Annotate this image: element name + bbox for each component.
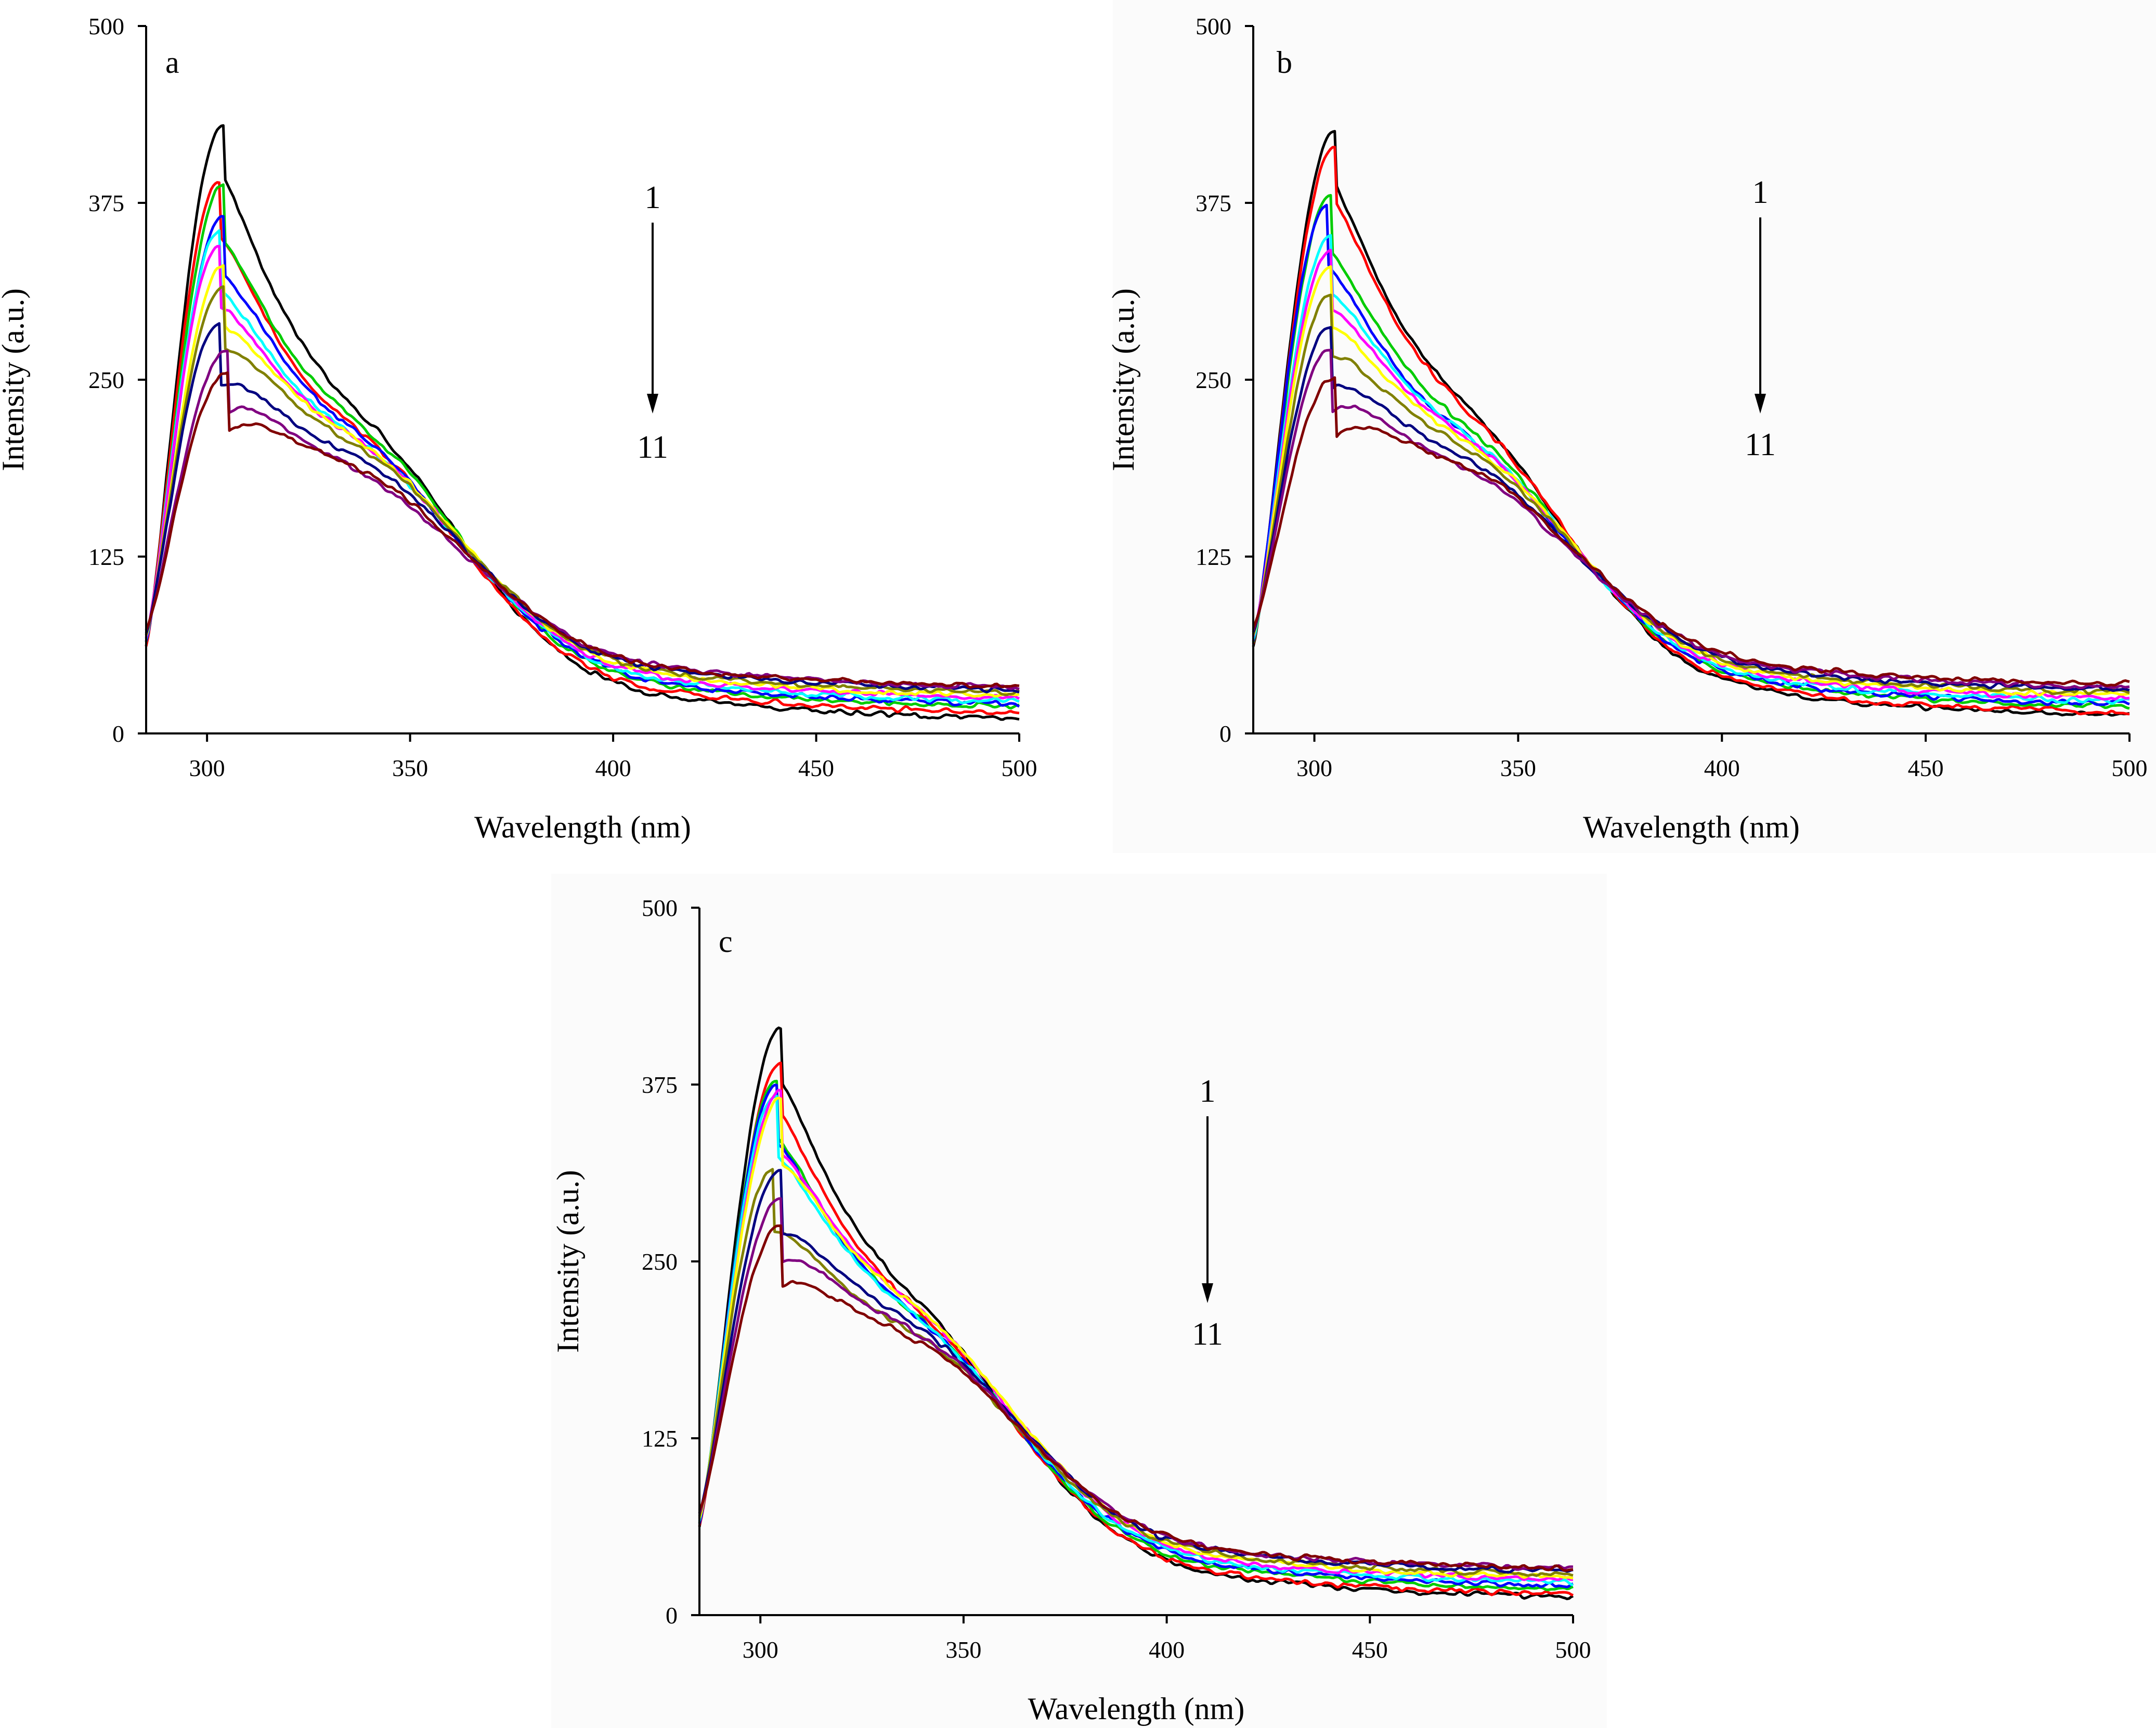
panel-a: 300 350 400 450 500 0 125 250 375 500 Wavelength (… [0,13,1037,844]
panel-a-arrow-end-label: 11 [637,430,668,465]
panel-c-arrow-start-label: 1 [1200,1074,1216,1109]
panel-b-x-tick-label-350: 350 [1500,755,1536,781]
panel-a-series-1-line [145,124,1020,721]
panel-a-series-8-line [145,285,1020,697]
panel-a-y-tick-label-0: 0 [112,720,124,747]
panel-c-x-axis-title: Wavelength (nm) [1028,1692,1245,1726]
panel-a-x-tick-label-400: 400 [595,755,631,781]
panel-c-y-tick-label-125: 125 [642,1425,678,1452]
panel-a-arrow-head [647,394,658,414]
panel-c-y-tick-label-0: 0 [666,1602,678,1629]
panel-b-x-tick-label-300: 300 [1296,755,1332,781]
panel-b-series-11-line [1252,376,2130,687]
panel-b-trend-arrow: 111 [1745,175,1776,462]
panel-a-series-4-line [145,215,1020,708]
panel-b-y-tick-label-0: 0 [1219,720,1231,747]
panel-c-series-9-line [698,1169,1574,1574]
panel-b-x-tick-label-500: 500 [2112,755,2148,781]
panel-a-trend-arrow: 111 [637,180,668,465]
panel-c-trend-arrow: 111 [1192,1074,1223,1352]
panel-b-series [1252,130,2130,717]
panel-c-series-5-line [698,1094,1574,1587]
panel-b-arrow-start-label: 1 [1752,175,1769,210]
panel-a-series [145,124,1020,721]
panel-a-arrow-start-label: 1 [645,180,661,215]
panels-group: 300 350 400 450 500 0 125 250 375 500 Wavelength (… [0,13,2148,1726]
panel-c-x-tick-label-350: 350 [945,1636,981,1663]
panel-a-y-tick-label-250: 250 [88,367,124,393]
panel-b-y-axis-title: Intensity (a.u.) [1106,288,1140,471]
panel-c-arrow-head [1202,1283,1213,1303]
panel-b-arrow-head [1755,394,1766,414]
panel-b-y-tick-label-125: 125 [1196,544,1231,570]
panel-c-y-tick-label-500: 500 [642,895,678,921]
panel-a-y-tick-label-500: 500 [88,13,124,40]
panel-a-series-11-line [145,371,1020,689]
panel-a-series-10-line [145,350,1020,691]
panel-b-series-2-line [1252,146,2130,716]
panel-b-series-10-line [1252,349,2130,690]
panel-b-y-tick-label-375: 375 [1196,190,1231,216]
panel-b-series-6-line [1252,249,2130,701]
panel-c-y-tick-label-375: 375 [642,1072,678,1098]
panel-c-x-tick-label-400: 400 [1149,1636,1185,1663]
panel-b-series-9-line [1252,326,2130,692]
panel-c-label: c [719,924,733,959]
panel-c-arrow-end-label: 11 [1192,1317,1223,1352]
panel-b-y-tick-label-250: 250 [1196,367,1231,393]
panel-a-x-tick-label-450: 450 [798,755,834,781]
panel-c-series-11-line [698,1224,1574,1572]
panel-a-series-2-line [145,181,1020,715]
panel-a-x-tick-label-500: 500 [1002,755,1037,781]
panel-b-series-7-line [1252,265,2130,697]
panel-c-x-tick-label-450: 450 [1352,1636,1388,1663]
panel-c-y-axis-title: Intensity (a.u.) [551,1170,585,1353]
panel-c-series-2-line [698,1061,1574,1597]
panel-a-series-6-line [145,244,1020,701]
panel-a-label: a [165,45,179,80]
panel-b-y-tick-label-500: 500 [1196,13,1231,40]
panel-c-y-tick-label-250: 250 [642,1248,678,1275]
panel-b-label: b [1277,45,1292,80]
panel-b-x-axis-title: Wavelength (nm) [1583,810,1800,844]
panel-c-series-6-line [698,1089,1574,1582]
panel-b-background [1113,0,2156,853]
panel-c-x-tick-label-300: 300 [743,1636,778,1663]
panel-b: 300 350 400 450 500 0 125 250 375 500 Wavelength (… [1106,13,2148,844]
panel-a-x-axis-title: Wavelength (nm) [474,810,691,844]
panel-a-x-tick-label-300: 300 [189,755,225,781]
panel-c-background [551,874,1607,1728]
panel-b-x-tick-label-400: 400 [1704,755,1740,781]
panel-c: 300 350 400 450 500 0 125 250 375 500 Wavelength (… [551,895,1591,1726]
panel-a-x-tick-label-350: 350 [392,755,428,781]
panel-a-y-tick-label-125: 125 [88,544,124,570]
panel-b-arrow-end-label: 11 [1745,427,1776,462]
panel-a-y-tick-label-375: 375 [88,190,124,216]
panel-a-y-axis-title: Intensity (a.u.) [0,288,30,471]
panel-b-x-tick-label-450: 450 [1908,755,1944,781]
panel-c-series [698,1026,1574,1601]
panel-c-x-tick-label-500: 500 [1555,1636,1591,1663]
panel-b-series-4-line [1252,203,2130,706]
